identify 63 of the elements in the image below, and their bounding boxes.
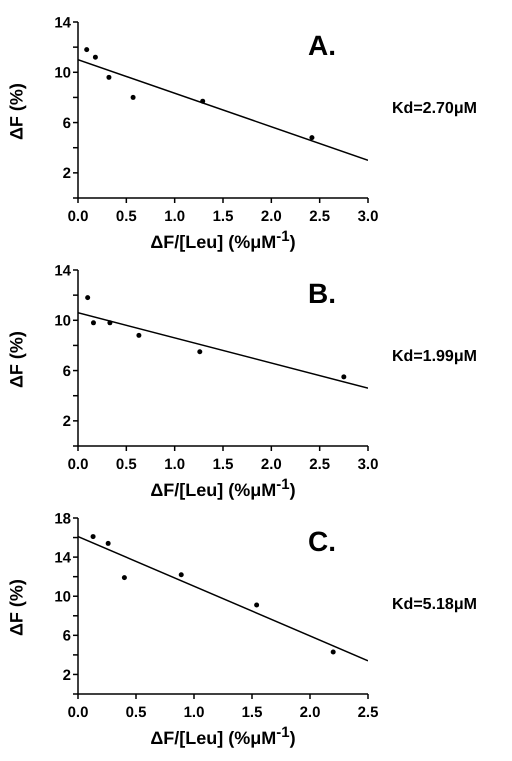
- x-tick-label: 1.0: [164, 208, 186, 225]
- text: Kd=2.70μM: [392, 100, 477, 118]
- point: [254, 602, 260, 608]
- text: Kd=1.99μM: [392, 348, 477, 366]
- y-tick-label: 18: [54, 510, 71, 528]
- point: [106, 540, 111, 546]
- point: [92, 54, 98, 60]
- x-axis-title: ΔF/[Leu] (%μM$^{-1}$): [149, 228, 297, 253]
- x-tick-label: 2.0: [300, 704, 320, 721]
- y-tick-label: 10: [54, 64, 71, 82]
- point: [136, 332, 142, 338]
- y-tick-label: 6: [62, 628, 71, 645]
- x-tick-label: 1.5: [212, 208, 234, 225]
- annotation: A.: [308, 30, 336, 62]
- y-tick-label: 14: [54, 262, 72, 280]
- y-tick-label: 14: [54, 549, 72, 566]
- x-tick-label: 0.0: [68, 704, 88, 721]
- point: [90, 320, 96, 326]
- point: [341, 374, 346, 380]
- x-tick-label: 3.0: [358, 208, 378, 225]
- point: [130, 94, 136, 100]
- point: [197, 349, 202, 354]
- y-tick-label: 2: [62, 413, 71, 430]
- point: [200, 98, 206, 104]
- x-tick-label: 2.5: [358, 704, 378, 721]
- point: [106, 74, 112, 80]
- point: [84, 47, 90, 52]
- x-tick-label: 2.5: [309, 456, 330, 473]
- point: [107, 320, 112, 326]
- y-tick-label: 2: [62, 666, 71, 684]
- text: Kd=5.18μM: [392, 596, 477, 614]
- x-tick-label: 1.5: [212, 456, 234, 473]
- point: [309, 135, 314, 140]
- x-tick-label: 1.0: [164, 456, 186, 473]
- y-axis-title: ΔF (%): [6, 579, 26, 636]
- point: [122, 575, 127, 580]
- x-tick-label: 0.0: [68, 208, 88, 225]
- x-tick-label: 0.0: [68, 456, 88, 473]
- point: [90, 534, 96, 540]
- point: [178, 572, 184, 578]
- y-tick-label: 6: [62, 362, 71, 380]
- y-tick-label: 14: [54, 14, 72, 32]
- annotation: B.: [308, 278, 336, 310]
- point: [330, 649, 336, 654]
- x-tick-label: 2.0: [260, 456, 282, 473]
- x-axis-title: ΔF/[Leu] (%μM$^{-1}$): [149, 724, 297, 749]
- annotation: C.: [308, 526, 336, 558]
- y-tick-label: 10: [54, 588, 71, 606]
- y-axis-title: ΔF (%): [6, 331, 26, 388]
- x-axis-title: ΔF/[Leu] (%μM$^{-1}$): [149, 476, 297, 501]
- x-tick-label: 3.0: [358, 456, 378, 473]
- y-tick-label: 2: [62, 165, 71, 182]
- y-tick-label: 6: [62, 114, 71, 132]
- x-tick-label: 1.0: [184, 704, 204, 721]
- y-axis-title: ΔF (%): [6, 83, 26, 140]
- x-tick-label: 1.5: [242, 704, 262, 721]
- x-tick-label: 2.5: [309, 208, 330, 225]
- y-tick-label: 10: [54, 312, 71, 330]
- point: [85, 295, 90, 300]
- x-tick-label: 0.5: [116, 208, 137, 225]
- x-tick-label: 2.0: [260, 208, 282, 225]
- x-tick-label: 0.5: [126, 704, 146, 721]
- x-tick-label: 0.5: [116, 456, 137, 473]
